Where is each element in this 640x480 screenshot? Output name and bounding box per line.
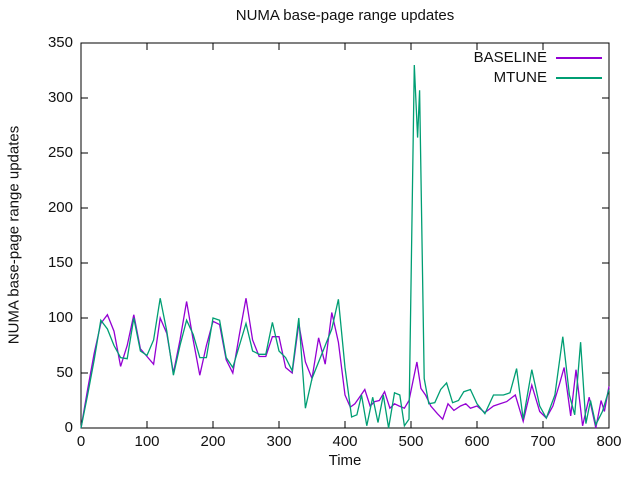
y-tick-label: 150 bbox=[47, 254, 73, 271]
y-tick-label: 200 bbox=[47, 199, 73, 216]
y-tick-label: 250 bbox=[47, 144, 73, 161]
y-tick-label: 300 bbox=[47, 89, 73, 106]
legend-entry-baseline: BASELINE bbox=[474, 49, 602, 66]
legend-line-sample bbox=[556, 76, 602, 79]
y-tick-label: 350 bbox=[47, 34, 73, 51]
x-tick-label: 700 bbox=[530, 433, 556, 450]
y-tick-label: 0 bbox=[64, 419, 73, 436]
x-tick-label: 0 bbox=[76, 433, 86, 450]
legend-entry-mtune: MTUNE bbox=[474, 69, 602, 86]
x-tick-label: 600 bbox=[464, 433, 490, 450]
legend-line-sample bbox=[556, 56, 602, 59]
x-axis-title: Time bbox=[328, 452, 362, 469]
chart-title: NUMA base-page range updates bbox=[235, 7, 455, 24]
legend: BASELINE MTUNE bbox=[474, 49, 602, 86]
x-tick-label: 500 bbox=[398, 433, 424, 450]
x-tick-label: 300 bbox=[266, 433, 292, 450]
x-tick-label: 800 bbox=[596, 433, 622, 450]
y-tick-label: 100 bbox=[47, 309, 73, 326]
x-tick-label: 100 bbox=[134, 433, 160, 450]
x-tick-label: 200 bbox=[200, 433, 226, 450]
legend-label: MTUNE bbox=[493, 69, 547, 86]
x-tick-label: 400 bbox=[332, 433, 358, 450]
series-line-mtune bbox=[80, 64, 610, 429]
legend-label: BASELINE bbox=[473, 49, 547, 66]
y-tick-label: 50 bbox=[56, 364, 73, 381]
